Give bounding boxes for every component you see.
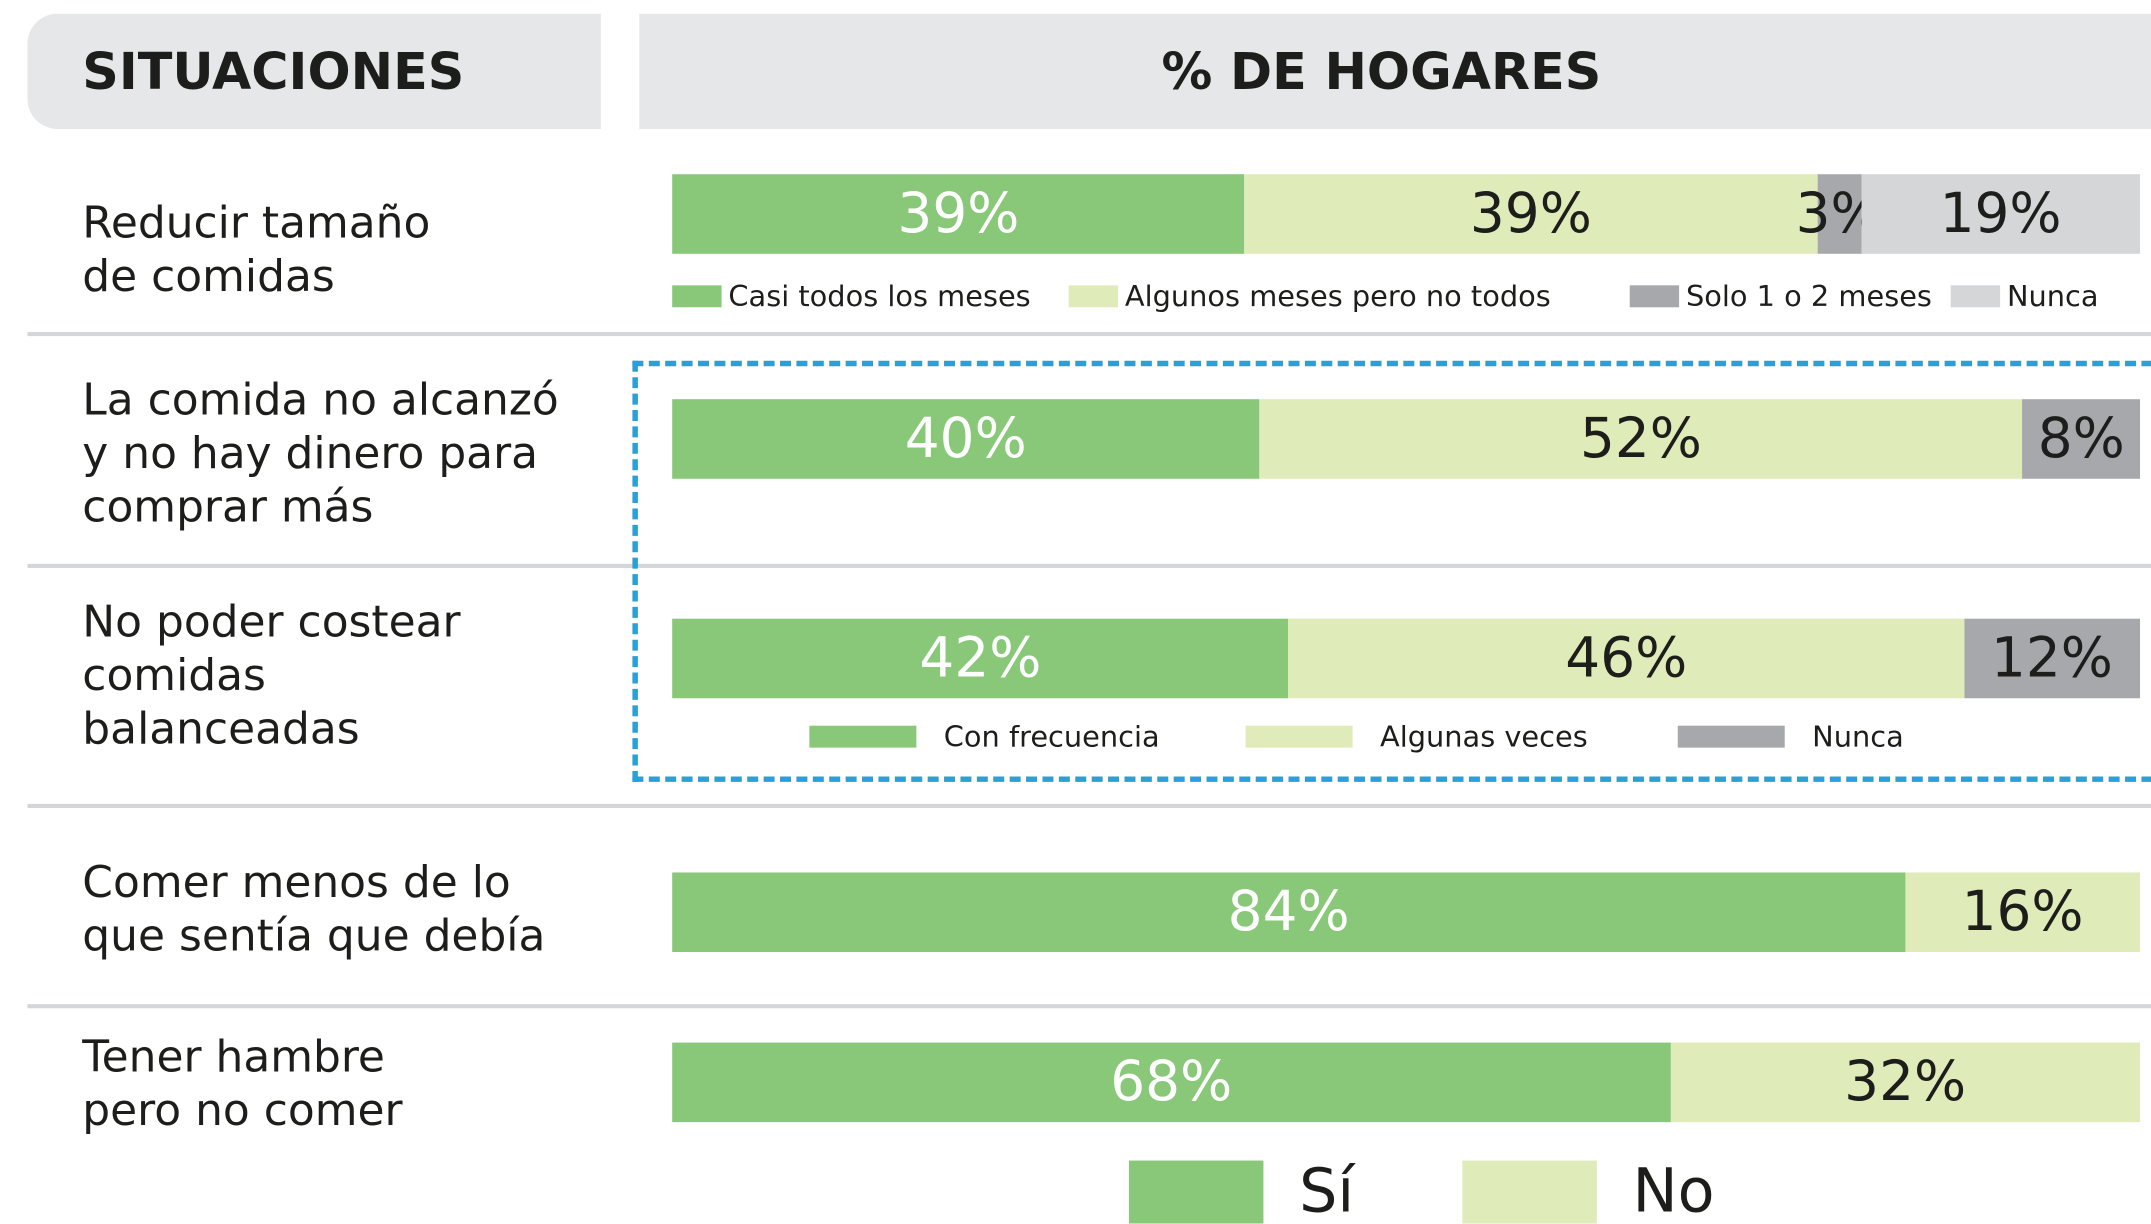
value-label: 68% — [1110, 1050, 1233, 1114]
legend-label: Algunos meses pero no todos — [1124, 279, 1551, 313]
bar-segment — [1288, 618, 1964, 699]
divider — [27, 563, 2151, 568]
bar-segment — [1244, 174, 1818, 254]
bar-segment — [1259, 399, 2023, 479]
bar-segment — [1963, 618, 2141, 699]
legend-swatch — [1245, 725, 1353, 748]
value-label: 16% — [1961, 880, 2084, 944]
bar-segment — [1861, 174, 2141, 254]
divider — [27, 331, 2151, 337]
header-situaciones: SITUACIONES — [27, 13, 601, 129]
legend-label: Solo 1 o 2 meses — [1685, 279, 1932, 313]
bar-segment — [1905, 872, 2141, 953]
header-hogares: % DE HOGARES — [639, 13, 2151, 129]
highlight-box — [632, 360, 2151, 782]
legend-label: Casi todos los meses — [728, 279, 1031, 313]
bar-segment — [672, 1042, 1671, 1123]
legend-swatch — [1068, 285, 1119, 308]
category-label: Tener hambre pero no comer — [82, 1030, 403, 1136]
legend-swatch — [672, 285, 722, 308]
value-label: 39% — [897, 182, 1020, 246]
bar-segment — [672, 174, 1245, 254]
category-label: No poder costear comidas balanceadas — [82, 595, 461, 755]
legend-swatch — [1677, 725, 1785, 748]
bar-segment — [1670, 1042, 2141, 1123]
legend-label: Nunca — [1812, 720, 1904, 754]
legend-label: No — [1632, 1156, 1715, 1224]
bar-segment — [1817, 174, 1862, 254]
bar-segment — [672, 618, 1289, 699]
legend-label: Sí — [1299, 1156, 1355, 1224]
legend-swatch — [1950, 285, 2001, 308]
bar-segment — [672, 872, 1906, 953]
divider — [27, 803, 2151, 808]
legend-label: Nunca — [2006, 279, 2099, 313]
value-label: 19% — [1939, 182, 2062, 246]
value-label: 39% — [1469, 182, 1592, 246]
value-label: 12% — [1990, 626, 2113, 691]
legend-swatch — [1629, 285, 1680, 308]
legend-swatch — [1462, 1160, 1597, 1224]
legend-label: Con frecuencia — [943, 720, 1160, 754]
value-label: 42% — [919, 626, 1042, 691]
value-label: 40% — [904, 407, 1027, 471]
value-label: 8% — [2037, 407, 2125, 471]
bar-segment — [672, 399, 1260, 479]
divider — [27, 1004, 2151, 1009]
category-label: Comer menos de lo que sentía que debía — [82, 856, 546, 962]
bar-segment — [2022, 399, 2141, 479]
legend-swatch — [809, 725, 917, 748]
value-label: 32% — [1844, 1050, 1967, 1114]
value-label: 46% — [1565, 626, 1688, 691]
legend-swatch — [1128, 1160, 1264, 1224]
category-label: La comida no alcanzó y no hay dinero par… — [82, 373, 559, 533]
legend-label: Algunas veces — [1380, 720, 1588, 754]
category-label: Reducir tamaño de comidas — [82, 196, 431, 302]
value-label: 84% — [1227, 880, 1350, 944]
value-label: 52% — [1579, 407, 1702, 471]
